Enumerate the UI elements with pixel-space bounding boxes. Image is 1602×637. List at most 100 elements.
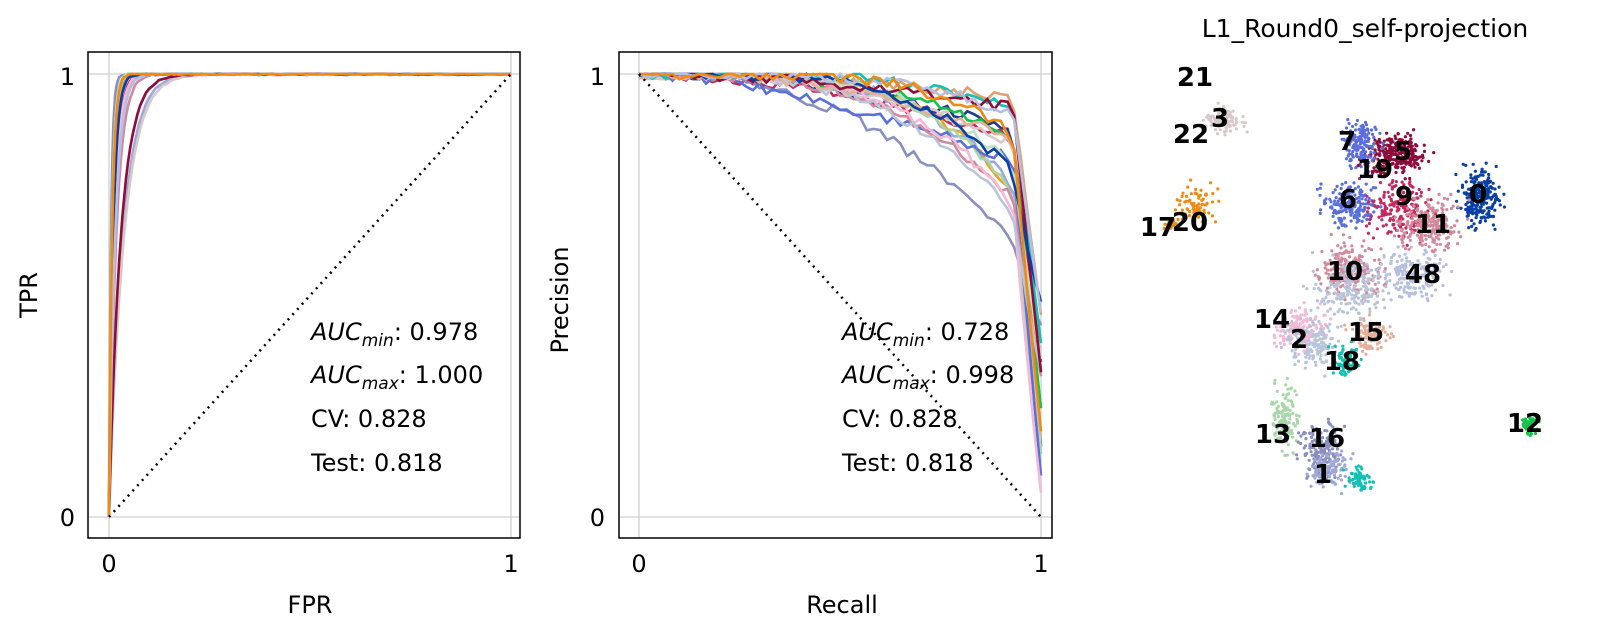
projection-point-15-40: [1332, 473, 1337, 477]
projection-point-6-88: [1328, 258, 1332, 262]
projection-point-8-188: [1345, 289, 1349, 293]
projection-point-2-30: [1344, 157, 1348, 161]
projection-point-2-136: [1364, 150, 1368, 154]
projection-point-4-117: [1388, 203, 1392, 207]
projection-point-10-121: [1336, 325, 1340, 329]
roc-panel: 0 1 1 0 FPR TPR AUCmin: 0.978 AUCmax: 1.…: [15, 51, 521, 619]
projection-point-10-51: [1320, 360, 1324, 364]
projection-point-2-124: [1364, 123, 1369, 127]
projection-point-13-48: [1281, 393, 1285, 397]
projection-point-2-57: [1369, 150, 1373, 154]
projection-point-13-87: [1291, 451, 1295, 455]
projection-point-10-52: [1311, 322, 1315, 326]
projection-point-9-108: [1290, 322, 1294, 327]
projection-point-2-149: [1346, 154, 1350, 158]
projection-point-10-137: [1314, 343, 1318, 347]
projection-point-3-144: [1347, 206, 1351, 210]
roc-curve-16: [107, 72, 512, 517]
projection-point-15-42: [1340, 492, 1344, 496]
projection-point-3-114: [1364, 202, 1368, 206]
roc-curve-19: [107, 72, 512, 517]
projection-point-5-122: [1437, 229, 1441, 233]
projection-point-7-148: [1422, 252, 1426, 256]
projection-point-1-128: [1384, 162, 1388, 166]
projection-point-8-79: [1348, 267, 1353, 271]
projection-point-10-47: [1319, 354, 1323, 358]
projection-point-18-61: [1190, 201, 1194, 205]
projection-point-5-192: [1398, 219, 1402, 223]
projection-point-3-121: [1359, 202, 1363, 206]
projection-point-1-136: [1395, 148, 1399, 152]
projection-point-3-41: [1332, 202, 1336, 206]
projection-point-2-59: [1346, 137, 1350, 141]
projection-point-15-84: [1324, 453, 1328, 457]
projection-point-5-91: [1436, 220, 1440, 224]
projection-point-5-98: [1410, 221, 1414, 225]
projection-point-10-83: [1324, 359, 1328, 364]
projection-point-3-160: [1315, 187, 1319, 191]
projection-point-8-3: [1347, 284, 1351, 288]
projection-point-7-114: [1430, 283, 1434, 287]
projection-point-0-234: [1473, 169, 1477, 173]
projection-point-6-40: [1369, 248, 1374, 252]
roc-auc-min: AUCmin: 0.978: [309, 318, 478, 351]
projection-point-7-56: [1383, 276, 1387, 280]
projection-point-7-160: [1369, 268, 1373, 272]
projection-point-8-106: [1318, 287, 1322, 292]
projection-point-9-77: [1314, 323, 1318, 328]
projection-point-5-107: [1438, 242, 1442, 246]
projection-point-1-257: [1403, 159, 1407, 163]
projection-point-1-243: [1408, 159, 1413, 163]
projection-point-1-211: [1400, 139, 1404, 143]
projection-point-9-102: [1273, 336, 1277, 340]
projection-point-16-53: [1363, 476, 1367, 480]
projection-point-17-42: [1231, 109, 1235, 113]
projection-point-0-249: [1470, 210, 1475, 214]
projection-point-2-147: [1346, 140, 1350, 144]
projection-point-10-112: [1286, 338, 1290, 342]
projection-point-10-99: [1320, 340, 1324, 344]
projection-point-1-190: [1413, 147, 1417, 151]
pr-xlabel: Recall: [806, 591, 878, 619]
projection-point-11-68: [1362, 317, 1366, 321]
projection-point-0-247: [1483, 170, 1487, 174]
projection-point-0-202: [1487, 209, 1491, 213]
projection-point-5-165: [1442, 224, 1446, 228]
projection-point-3-31: [1328, 197, 1332, 201]
pr-auc-max: AUCmax: 0.998: [840, 361, 1014, 394]
projection-point-5-204: [1426, 198, 1430, 202]
projection-point-15-88: [1340, 459, 1344, 463]
projection-point-14-87: [1303, 444, 1308, 448]
projection-point-8-19: [1339, 301, 1343, 305]
projection-point-4-130: [1365, 210, 1370, 214]
projection-point-6-218: [1332, 267, 1336, 271]
projection-point-17-62: [1235, 120, 1239, 124]
projection-point-8-168: [1382, 253, 1386, 258]
projection-point-7-63: [1389, 256, 1394, 260]
projection-point-5-87: [1392, 234, 1397, 238]
projection-point-6-113: [1375, 287, 1379, 291]
projection-point-8-88: [1347, 272, 1351, 276]
projection-point-14-58: [1295, 457, 1299, 461]
projection-point-8-147: [1344, 278, 1348, 282]
projection-point-2-144: [1366, 164, 1370, 168]
projection-point-11-69: [1375, 342, 1379, 346]
projection-point-3-177: [1355, 197, 1359, 201]
projection-point-9-41: [1275, 325, 1279, 329]
projection-point-1-72: [1363, 160, 1367, 164]
projection-point-0-40: [1465, 196, 1469, 200]
projection-point-1-110: [1412, 128, 1416, 132]
projection-point-1-210: [1415, 144, 1419, 148]
projection-point-11-72: [1390, 332, 1394, 336]
projection-point-1-212: [1400, 166, 1404, 170]
projection-point-11-50: [1377, 333, 1381, 337]
projection-point-2-102: [1344, 126, 1349, 130]
projection-point-8-143: [1324, 295, 1328, 300]
projection-point-0-240: [1480, 182, 1484, 187]
projection-point-2-10: [1354, 122, 1358, 127]
projection-point-8-132: [1382, 298, 1386, 302]
projection-point-9-45: [1329, 317, 1333, 321]
projection-point-13-113: [1272, 413, 1276, 417]
projection-point-10-140: [1294, 333, 1298, 338]
projection-point-8-155: [1328, 286, 1332, 290]
